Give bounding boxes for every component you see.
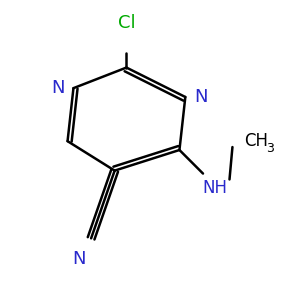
Text: NH: NH [202, 179, 227, 197]
Text: N: N [51, 79, 64, 97]
Text: CH: CH [244, 132, 268, 150]
Text: 3: 3 [266, 142, 274, 155]
Text: N: N [194, 88, 208, 106]
Text: Cl: Cl [118, 14, 135, 32]
Text: N: N [73, 250, 86, 268]
